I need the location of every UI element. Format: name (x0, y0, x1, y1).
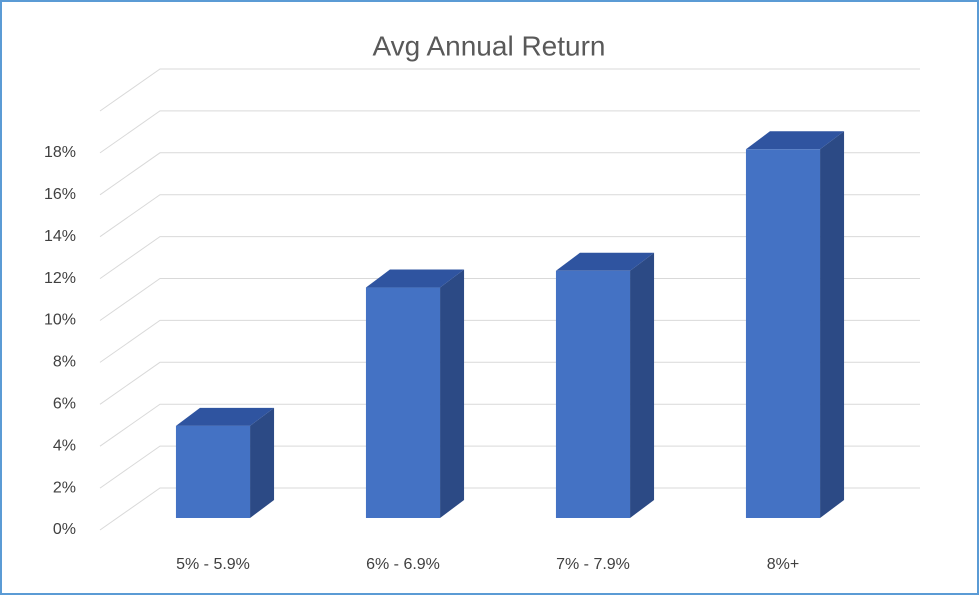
bar (175, 407, 275, 518)
y-tick-label: 12% (44, 270, 76, 287)
grid-line (99, 152, 920, 196)
grid-line (99, 319, 920, 363)
bar (745, 131, 845, 518)
bar-top (175, 407, 275, 426)
grid-line (99, 236, 920, 280)
grid-line (99, 445, 920, 489)
bar-side (250, 407, 275, 518)
grid-line (99, 487, 920, 531)
x-tick-label: 8%+ (767, 556, 799, 573)
bar-front (175, 425, 251, 518)
bar-front (555, 270, 631, 518)
y-tick-label: 10% (44, 312, 76, 329)
y-tick-label: 14% (44, 228, 76, 245)
bar-side (820, 131, 845, 518)
bar-front (365, 287, 441, 518)
bar-front (745, 149, 821, 518)
y-tick-label: 2% (53, 479, 76, 496)
y-tick-label: 18% (44, 144, 76, 161)
bar-side (440, 269, 465, 518)
grid-line (99, 110, 920, 154)
chart-title: Avg Annual Return (373, 30, 606, 61)
grid-line (99, 194, 920, 238)
y-tick-label: 0% (53, 521, 76, 538)
bar (555, 252, 655, 519)
grid-line (99, 278, 920, 321)
bar-top (745, 131, 845, 150)
grid-line (99, 403, 920, 447)
y-tick-label: 16% (44, 186, 76, 203)
wall-edge (99, 68, 920, 112)
y-tick-label: 8% (53, 354, 76, 371)
x-tick-label: 5% - 5.9% (176, 556, 250, 573)
bar-side (630, 252, 655, 519)
grid-line (99, 361, 920, 405)
y-tick-label: 4% (53, 437, 76, 454)
x-tick-label: 7% - 7.9% (556, 556, 630, 573)
y-tick-label: 6% (53, 396, 76, 413)
x-tick-label: 6% - 6.9% (366, 556, 440, 573)
bar (365, 269, 465, 518)
bar-top (555, 252, 655, 271)
bar-top (365, 269, 465, 288)
